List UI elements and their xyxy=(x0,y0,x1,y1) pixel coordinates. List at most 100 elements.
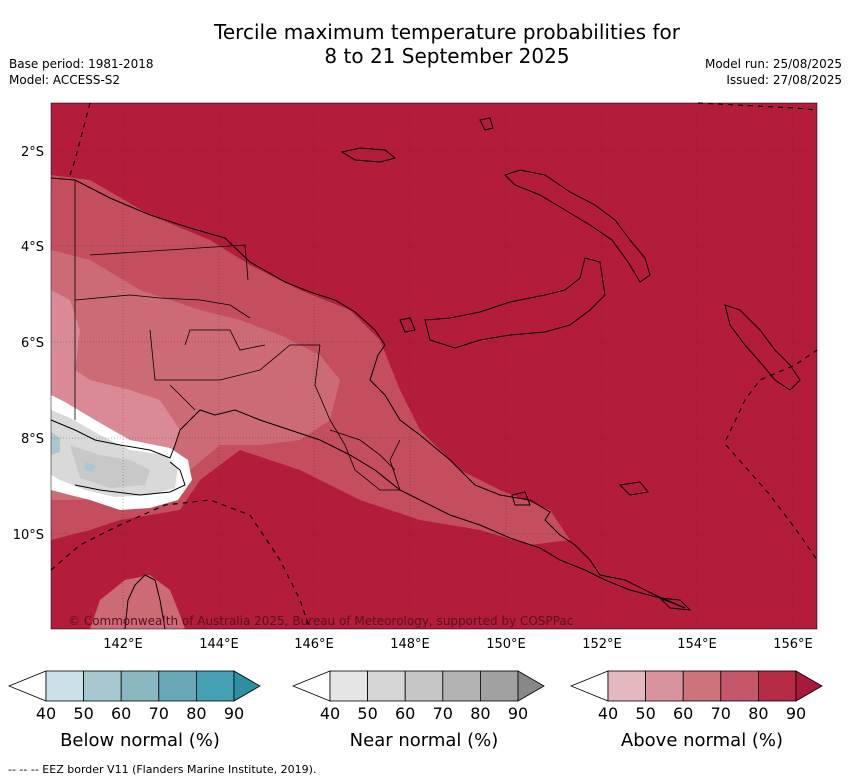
lat-label: 8°S xyxy=(21,432,44,447)
lat-label: 2°S xyxy=(21,145,44,160)
title-line-1: Tercile maximum temperature probabilitie… xyxy=(214,20,680,44)
new-ireland xyxy=(504,169,651,283)
legend-extend-right xyxy=(233,670,261,702)
small-island-4 xyxy=(511,491,531,506)
bougainville xyxy=(724,304,801,391)
lon-label: 152°E xyxy=(582,637,622,652)
eez-borders xyxy=(50,102,818,630)
right-info: Model run: 25/08/2025 Issued: 27/08/2025 xyxy=(705,56,842,88)
small-island-5 xyxy=(658,597,692,611)
map-title: Tercile maximum temperature probabilitie… xyxy=(100,20,794,68)
border-sandaun-east-sepik xyxy=(89,244,249,281)
legend-segment xyxy=(83,670,122,702)
legend-segment xyxy=(645,670,684,702)
legend-above-bar xyxy=(570,670,823,702)
eez-north-east xyxy=(697,102,818,111)
legend-extend-left xyxy=(8,670,47,702)
border-highlands-south xyxy=(149,329,320,381)
legend-below-label: Below normal (%) xyxy=(60,730,220,751)
eez-south-east xyxy=(725,444,818,561)
new-guinea-south-coast xyxy=(50,409,686,609)
cape-york xyxy=(124,574,166,630)
small-island-3 xyxy=(618,481,649,496)
legend-above-label: Above normal (%) xyxy=(620,730,784,751)
coastlines xyxy=(50,117,801,630)
legend-segment xyxy=(607,670,646,702)
southern-new-guinea-coast xyxy=(74,461,186,496)
near-normal-dark-zone xyxy=(70,445,150,488)
legend-tick-label: 40 xyxy=(319,704,341,723)
eez-south-west xyxy=(50,499,311,630)
lat-label: 6°S xyxy=(21,336,44,351)
legend-tick-label: 40 xyxy=(597,704,619,723)
new-guinea-north-coast xyxy=(50,177,686,609)
longitude-labels: 142°E 144°E 146°E 148°E 150°E 152°E 154°E 156°E xyxy=(103,637,813,652)
province-borders xyxy=(74,180,401,491)
legend-tick-label: 70 xyxy=(710,704,731,723)
lon-label: 156°E xyxy=(773,637,813,652)
model-name: Model: ACCESS-S2 xyxy=(9,73,121,87)
legend-tick-label: 90 xyxy=(507,704,529,723)
gridlines xyxy=(51,103,817,629)
small-island-2 xyxy=(399,317,416,333)
footer-note: -- -- -- EEZ border V11 (Flanders Marine… xyxy=(8,763,317,776)
legend-extend-left xyxy=(570,670,609,702)
lon-label: 146°E xyxy=(294,637,334,652)
legend-segment xyxy=(329,670,368,702)
legend-near-bar xyxy=(292,670,545,702)
legend-tick-label: 90 xyxy=(223,704,245,723)
legend-tick-label: 40 xyxy=(35,704,57,723)
title-line-2: 8 to 21 September 2025 xyxy=(324,44,570,68)
border-central xyxy=(314,344,401,491)
legend-tick-label: 60 xyxy=(395,704,416,723)
south-light-zone xyxy=(90,575,185,629)
legend-near-label: Near normal (%) xyxy=(349,730,499,751)
issued-date: Issued: 27/08/2025 xyxy=(726,73,842,87)
manus xyxy=(340,147,397,163)
map-frame xyxy=(50,102,818,630)
legend-segment xyxy=(479,670,519,702)
model-run: Model run: 25/08/2025 xyxy=(704,57,842,71)
legend-extend-right xyxy=(517,670,545,702)
lon-label: 150°E xyxy=(486,637,526,652)
lat-label: 4°S xyxy=(21,240,44,255)
copyright-text: © Commonwealth of Australia 2025, Bureau… xyxy=(68,614,573,628)
legend-extend-right xyxy=(795,670,823,702)
border-highlands-north xyxy=(74,294,251,319)
lon-label: 144°E xyxy=(199,637,239,652)
base-period: Base period: 1981-2018 xyxy=(9,57,154,71)
legend-tick-label: 70 xyxy=(148,704,169,723)
legend-tick-label: 60 xyxy=(673,704,694,723)
lon-label: 154°E xyxy=(677,637,717,652)
legend-segment xyxy=(720,670,759,702)
legend-segment xyxy=(682,670,722,702)
border-western-gulf xyxy=(169,384,196,411)
small-island-1 xyxy=(479,117,494,131)
left-info: Base period: 1981-2018 Model: ACCESS-S2 xyxy=(9,56,154,88)
new-britain xyxy=(424,257,606,349)
legend-tick-label: 50 xyxy=(357,704,378,723)
below-normal-zone-2 xyxy=(84,462,96,472)
legend-segment xyxy=(120,670,160,702)
lon-label: 148°E xyxy=(390,637,430,652)
legend-below-bar xyxy=(8,670,261,702)
legend-segment xyxy=(367,670,406,702)
lat-label: 10°S xyxy=(13,528,44,543)
legend-tick-label: 50 xyxy=(73,704,94,723)
legend-segment xyxy=(158,670,197,702)
legend-segment xyxy=(757,670,797,702)
legend-tick-label: 90 xyxy=(785,704,807,723)
legend-tick-label: 80 xyxy=(470,704,491,723)
border-oro xyxy=(329,429,396,471)
legend-tick-label: 60 xyxy=(111,704,132,723)
legend-segment xyxy=(45,670,84,702)
border-gulf xyxy=(184,329,266,351)
legend-segment xyxy=(442,670,481,702)
legend-segment xyxy=(404,670,444,702)
latitude-labels: 2°S 4°S 6°S 8°S 10°S xyxy=(13,145,44,543)
legend-tick-label: 80 xyxy=(186,704,207,723)
lon-label: 142°E xyxy=(103,637,143,652)
legend-tick-label: 50 xyxy=(635,704,656,723)
legend-extend-left xyxy=(292,670,331,702)
